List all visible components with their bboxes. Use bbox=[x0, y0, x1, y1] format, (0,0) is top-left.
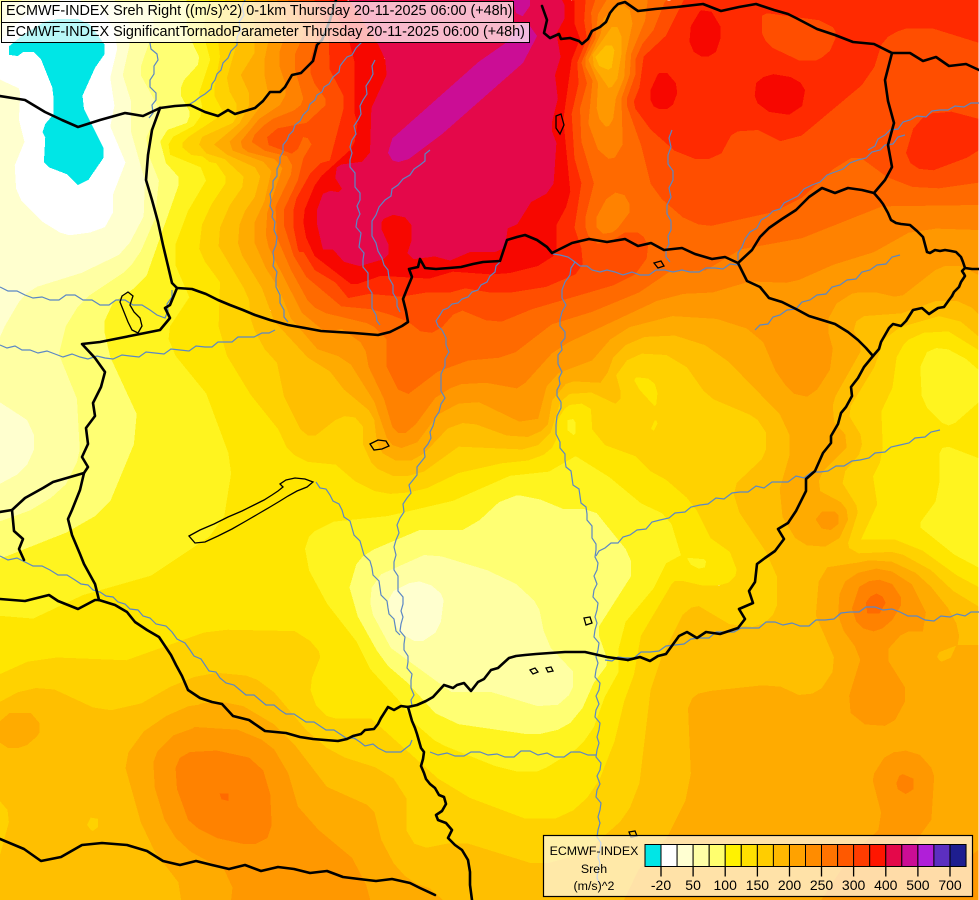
svg-text:300: 300 bbox=[842, 877, 866, 893]
svg-text:-20: -20 bbox=[651, 877, 671, 893]
svg-text:Sreh: Sreh bbox=[581, 862, 607, 876]
svg-text:700: 700 bbox=[938, 877, 962, 893]
svg-text:50: 50 bbox=[685, 877, 701, 893]
svg-text:ECMWF-INDEX: ECMWF-INDEX bbox=[550, 844, 639, 858]
svg-text:250: 250 bbox=[810, 877, 834, 893]
svg-text:500: 500 bbox=[906, 877, 930, 893]
svg-text:150: 150 bbox=[746, 877, 770, 893]
svg-text:400: 400 bbox=[874, 877, 898, 893]
svg-text:(m/s)^2: (m/s)^2 bbox=[574, 879, 615, 893]
svg-text:200: 200 bbox=[778, 877, 802, 893]
svg-text:100: 100 bbox=[714, 877, 738, 893]
